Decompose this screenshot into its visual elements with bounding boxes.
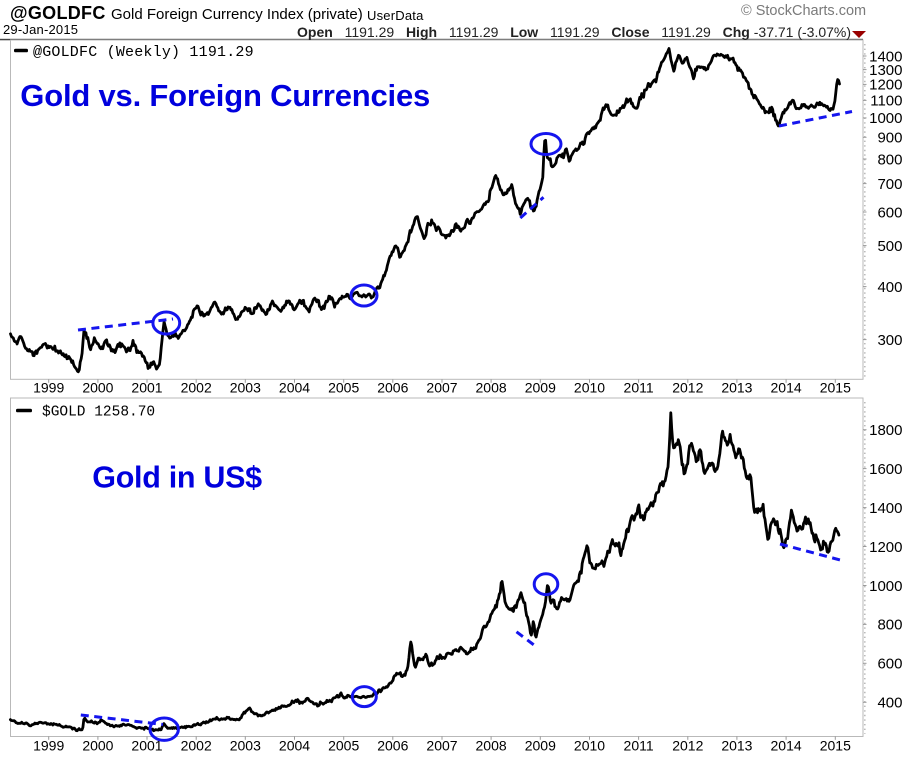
svg-text:2006: 2006 xyxy=(377,738,408,754)
svg-text:2006: 2006 xyxy=(377,380,408,396)
svg-text:400: 400 xyxy=(877,279,902,296)
svg-text:2013: 2013 xyxy=(721,738,752,754)
svg-text:1999: 1999 xyxy=(33,738,64,754)
svg-text:2014: 2014 xyxy=(771,738,802,754)
svg-text:900: 900 xyxy=(877,130,902,147)
svg-text:800: 800 xyxy=(877,151,902,168)
svg-text:1999: 1999 xyxy=(33,380,64,396)
svg-text:2002: 2002 xyxy=(181,738,212,754)
svg-text:1400: 1400 xyxy=(869,48,902,65)
svg-text:400: 400 xyxy=(877,695,902,712)
svg-text:600: 600 xyxy=(877,656,902,673)
svg-text:2009: 2009 xyxy=(525,380,556,396)
svg-text:2001: 2001 xyxy=(131,738,162,754)
svg-text:2010: 2010 xyxy=(574,738,605,754)
svg-text:2004: 2004 xyxy=(279,738,310,754)
svg-text:2013: 2013 xyxy=(721,380,752,396)
svg-text:2014: 2014 xyxy=(771,380,802,396)
svg-text:2001: 2001 xyxy=(131,380,162,396)
svg-text:2011: 2011 xyxy=(624,380,654,396)
svg-text:2007: 2007 xyxy=(426,738,457,754)
svg-text:@GOLDFC (Weekly) 1191.29: @GOLDFC (Weekly) 1191.29 xyxy=(33,44,254,61)
svg-text:700: 700 xyxy=(877,176,902,193)
svg-text:2007: 2007 xyxy=(426,380,457,396)
svg-text:300: 300 xyxy=(877,332,902,349)
svg-text:2003: 2003 xyxy=(230,738,261,754)
svg-text:2000: 2000 xyxy=(82,738,113,754)
svg-text:2005: 2005 xyxy=(328,738,359,754)
svg-text:1200: 1200 xyxy=(869,77,902,94)
svg-text:2012: 2012 xyxy=(672,380,703,396)
svg-text:1200: 1200 xyxy=(869,539,902,556)
svg-text:Gold vs. Foreign Currencies: Gold vs. Foreign Currencies xyxy=(20,78,430,113)
svg-text:2010: 2010 xyxy=(574,380,605,396)
svg-text:2012: 2012 xyxy=(672,738,703,754)
svg-text:Gold in US$: Gold in US$ xyxy=(92,461,262,495)
svg-text:2002: 2002 xyxy=(181,380,212,396)
svg-text:2005: 2005 xyxy=(328,380,359,396)
svg-text:600: 600 xyxy=(877,204,902,221)
svg-text:1100: 1100 xyxy=(870,93,902,110)
svg-text:1000: 1000 xyxy=(869,110,902,127)
svg-text:1400: 1400 xyxy=(869,500,902,517)
svg-text:2015: 2015 xyxy=(820,380,851,396)
svg-text:2008: 2008 xyxy=(476,738,507,754)
svg-text:1600: 1600 xyxy=(869,461,902,478)
svg-text:$GOLD 1258.70: $GOLD 1258.70 xyxy=(42,404,155,420)
svg-text:2008: 2008 xyxy=(476,380,507,396)
svg-text:2004: 2004 xyxy=(279,380,310,396)
svg-text:2000: 2000 xyxy=(82,380,113,396)
svg-text:2003: 2003 xyxy=(230,380,261,396)
svg-text:1300: 1300 xyxy=(869,62,902,79)
svg-text:1800: 1800 xyxy=(869,422,902,439)
svg-text:2009: 2009 xyxy=(525,738,556,754)
svg-text:800: 800 xyxy=(877,617,902,634)
svg-text:500: 500 xyxy=(877,238,902,255)
svg-text:2015: 2015 xyxy=(820,738,851,754)
svg-text:1000: 1000 xyxy=(869,578,902,595)
svg-text:2011: 2011 xyxy=(624,738,654,754)
